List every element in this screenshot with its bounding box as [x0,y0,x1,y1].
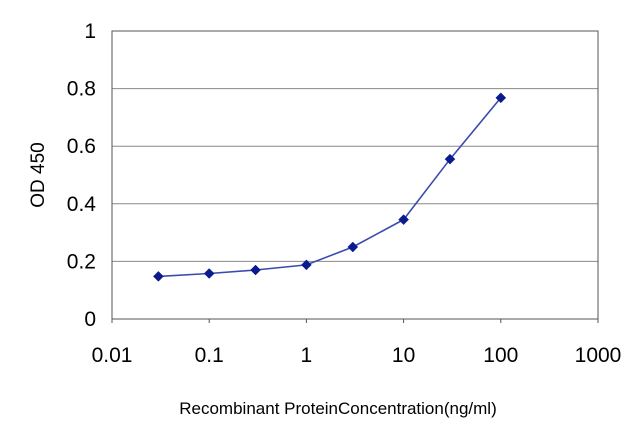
x-tick-label: 1 [301,344,313,367]
y-tick-label: 1 [84,20,96,43]
y-tick-label: 0 [84,308,96,331]
x-tick-labels: 0.01 0.1 1 10 100 1000 [92,344,622,367]
x-tick-label: 0.1 [195,344,224,367]
data-point [153,271,164,282]
y-tick-label: 0.4 [67,193,97,216]
x-tick-label: 0.01 [92,344,133,367]
data-point [495,92,507,104]
x-axis-label: Recombinant ProteinConcentration(ng/ml) [179,399,497,418]
y-tick-label: 0.6 [67,135,96,158]
y-axis-label: OD 450 [28,142,49,207]
data-point [301,259,312,271]
y-tick-label: 0.8 [67,78,96,101]
data-point [203,268,215,279]
plot-area [111,30,599,320]
y-tick-labels: 0 0.2 0.4 0.6 0.8 1 [67,20,97,331]
x-tick-label: 10 [392,344,415,367]
data-point [347,241,359,253]
data-point [250,264,261,276]
x-tick-marks [111,319,599,323]
series-layer [153,92,507,282]
series-line [158,97,502,278]
x-tick-label: 100 [483,344,518,367]
data-point [444,153,456,165]
y-tick-label: 0.2 [67,250,96,273]
data-point [398,214,409,225]
grid-lines [112,88,598,262]
x-tick-label: 1000 [575,344,622,367]
